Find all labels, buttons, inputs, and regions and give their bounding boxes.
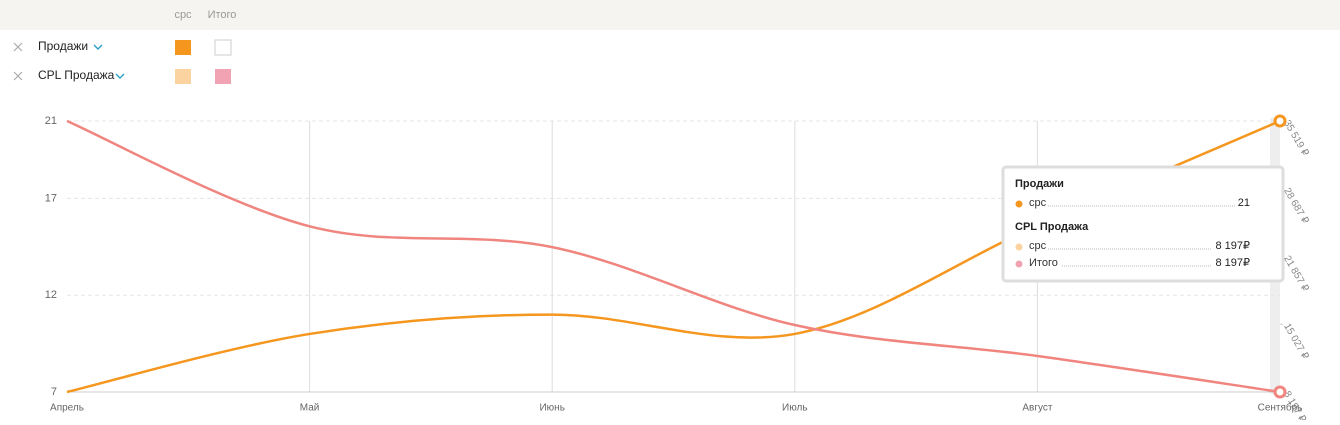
y-tick-label: 17 <box>45 192 57 204</box>
tooltip-label: срс <box>1029 240 1047 252</box>
dropdown-icon[interactable] <box>115 73 125 79</box>
x-tick-label: Апрель <box>50 403 84 414</box>
y2-tick-label: 21 857 ₽ <box>1281 254 1311 294</box>
series-line <box>66 119 1281 394</box>
row-label[interactable]: CPL Продажа <box>38 68 115 82</box>
tooltip-label: срс <box>1029 197 1047 209</box>
series-toggle[interactable] <box>214 39 232 56</box>
remove-icon[interactable] <box>13 42 23 52</box>
hover-point <box>1273 385 1287 399</box>
tooltip-value: 8 197₽ <box>1215 240 1250 252</box>
dropdown-icon[interactable] <box>93 44 103 50</box>
series-toggle[interactable] <box>175 40 191 55</box>
row: Продажи <box>13 39 232 56</box>
y2-tick-label: 28 687 ₽ <box>1281 186 1311 226</box>
column-label: срс <box>174 9 192 21</box>
y-tick-label: 21 <box>45 115 57 127</box>
tooltip-dot <box>1015 260 1023 268</box>
y2-tick-label: 15 027 ₽ <box>1281 322 1311 362</box>
remove-icon[interactable] <box>13 71 23 81</box>
tooltip-box <box>1001 165 1285 283</box>
tooltip-dot <box>1015 200 1023 208</box>
tooltip-title: Продажи <box>1015 178 1064 190</box>
tooltip-title: CPL Продажа <box>1015 221 1089 233</box>
x-tick-label: Июнь <box>539 403 564 414</box>
x-tick-label: Май <box>300 403 320 414</box>
header-bar <box>0 0 1340 30</box>
tooltip-value: 21 <box>1238 197 1250 209</box>
column-label: Итого <box>208 9 237 21</box>
y2-tick-label: 35 519 ₽ <box>1281 118 1311 158</box>
hover-point <box>1273 114 1287 128</box>
series-toggle[interactable] <box>175 69 191 84</box>
row: CPL Продажа <box>13 68 231 84</box>
y-tick-label: 7 <box>51 386 57 398</box>
y-tick-label: 12 <box>45 289 57 301</box>
series-toggle[interactable] <box>215 69 231 84</box>
tooltip: Продажи срс 21 CPL Продажа срс 8 197₽ Ит… <box>1001 165 1285 283</box>
tooltip-label: Итого <box>1029 257 1058 269</box>
row-label[interactable]: Продажи <box>38 39 88 53</box>
x-tick-label: Август <box>1022 403 1053 414</box>
tooltip-value: 8 197₽ <box>1215 257 1250 269</box>
tooltip-dot <box>1015 243 1023 251</box>
x-tick-label: Сентябрь <box>1258 402 1303 414</box>
x-tick-label: Июль <box>782 403 808 414</box>
